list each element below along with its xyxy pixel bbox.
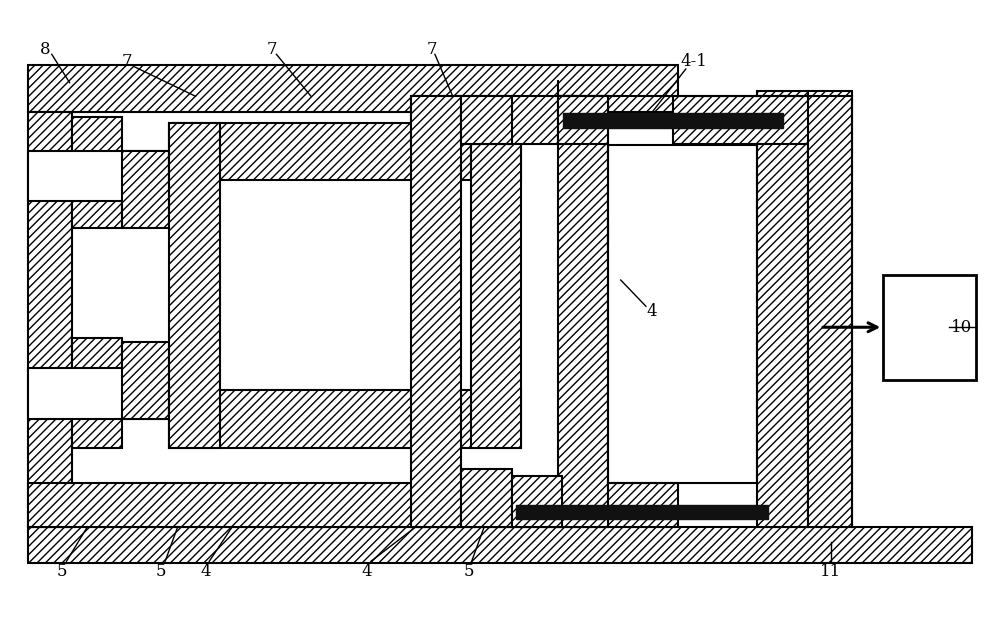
Bar — [28, 65, 678, 112]
Text: 11: 11 — [820, 563, 841, 581]
Text: 7: 7 — [426, 40, 437, 57]
Text: 4: 4 — [201, 563, 211, 581]
Text: 5: 5 — [463, 563, 474, 581]
Bar — [516, 505, 768, 520]
Bar — [72, 117, 122, 227]
Bar — [558, 97, 608, 143]
Bar — [169, 390, 521, 448]
Bar — [28, 483, 678, 526]
Text: 7: 7 — [267, 40, 278, 57]
Text: 5: 5 — [156, 563, 166, 581]
Bar — [461, 469, 512, 526]
Text: 10: 10 — [951, 319, 972, 336]
Bar — [28, 112, 72, 526]
Bar — [122, 342, 169, 419]
Bar — [28, 151, 211, 201]
Text: 4-1: 4-1 — [681, 53, 708, 70]
Bar — [28, 526, 972, 563]
Bar — [757, 91, 808, 526]
Bar — [72, 338, 122, 448]
Bar — [411, 97, 461, 526]
Bar — [563, 113, 783, 128]
Bar — [673, 97, 810, 143]
Text: 4: 4 — [361, 563, 372, 581]
Bar — [808, 91, 852, 526]
Bar — [512, 477, 562, 526]
Bar — [883, 275, 976, 380]
Bar — [608, 145, 757, 483]
Text: 8: 8 — [40, 40, 51, 57]
Bar — [169, 123, 521, 180]
Bar — [411, 97, 573, 143]
Bar — [169, 123, 220, 448]
Bar — [558, 97, 608, 526]
Bar — [28, 368, 211, 419]
Text: 4: 4 — [647, 303, 658, 320]
Bar — [471, 123, 521, 448]
Bar — [461, 97, 512, 143]
Text: 5: 5 — [57, 563, 68, 581]
Bar — [122, 151, 169, 227]
Text: 7: 7 — [122, 53, 133, 70]
